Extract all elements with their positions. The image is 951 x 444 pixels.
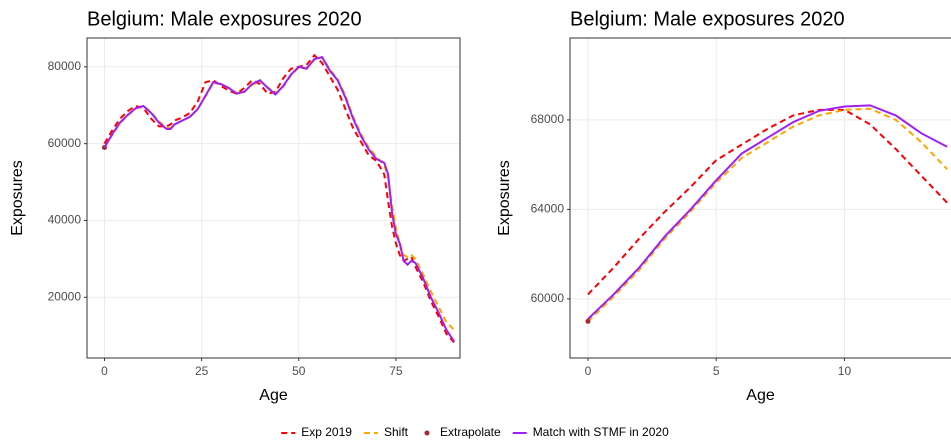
x-axis-title: Age	[259, 387, 288, 404]
y-axis-title: Exposures	[496, 160, 513, 236]
x-tick-label: 75	[389, 364, 403, 378]
x-axis-title: Age	[746, 387, 775, 404]
panel-border	[569, 37, 951, 359]
plot-panel	[87, 38, 460, 358]
plot-series	[101, 53, 455, 344]
legend-label: Match with STMF in 2020	[533, 425, 669, 439]
chart-title: Belgium: Male exposures 2020	[570, 8, 845, 30]
y-tick-label: 60000	[48, 136, 82, 150]
legend-label: Shift	[384, 425, 409, 439]
series-line	[103, 53, 455, 344]
x-tick-label: 0	[585, 364, 592, 378]
y-tick-label: 64000	[531, 202, 565, 216]
x-tick-label: 5	[713, 364, 720, 378]
legend: Exp 2019 Shift Extrapolate Match with STMF …	[281, 425, 669, 439]
x-tick-label: 25	[195, 364, 209, 378]
y-tick-label: 20000	[48, 289, 82, 303]
y-tick-label: 68000	[531, 112, 565, 126]
series-line	[103, 56, 455, 343]
series-line	[587, 104, 948, 320]
y-axis-title: Exposures	[9, 160, 26, 236]
panel-border	[86, 37, 461, 359]
chart-title: Belgium: Male exposures 2020	[87, 8, 362, 30]
plot-series	[585, 104, 948, 324]
y-tick-label: 40000	[48, 213, 82, 227]
legend-key	[424, 430, 430, 436]
point	[585, 318, 591, 324]
x-tick-label: 0	[101, 364, 108, 378]
legend-label: Extrapolate	[440, 425, 501, 439]
y-tick-label: 60000	[531, 291, 565, 305]
y-tick-label: 80000	[48, 59, 82, 73]
series-line	[587, 108, 948, 296]
plot-panel	[570, 38, 951, 358]
x-tick-label: 50	[292, 364, 306, 378]
legend-label: Exp 2019	[301, 425, 352, 439]
x-tick-label: 10	[838, 364, 852, 378]
series-line	[587, 107, 948, 323]
